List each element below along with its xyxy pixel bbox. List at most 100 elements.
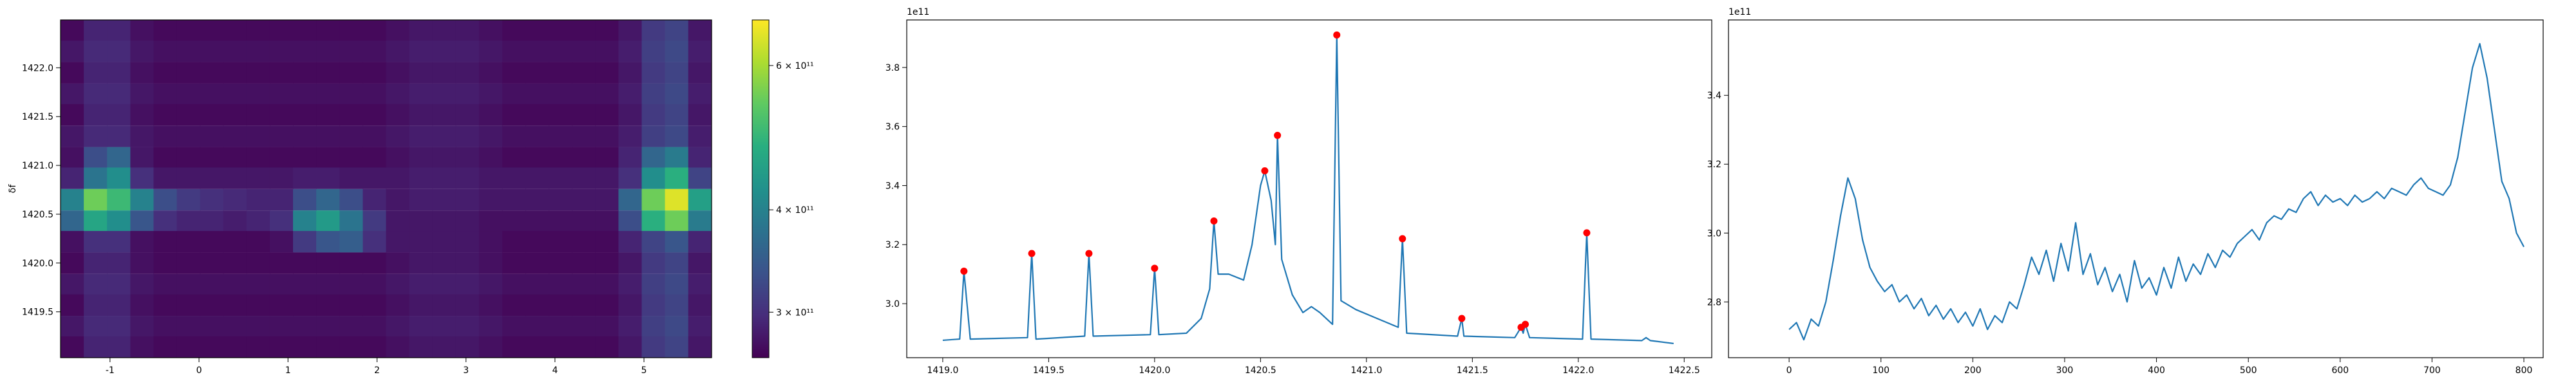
heatmap-cell bbox=[200, 273, 224, 296]
heatmap-cell bbox=[549, 20, 573, 42]
heatmap-cell bbox=[223, 188, 247, 211]
heatmap-cell bbox=[200, 188, 224, 211]
heatmap-cell bbox=[525, 252, 549, 274]
heatmap-cell bbox=[107, 294, 131, 317]
heatmap-cell bbox=[176, 231, 201, 253]
heatmap-cell bbox=[572, 41, 596, 62]
heatmap-cell bbox=[688, 231, 712, 253]
heatmap-cell bbox=[432, 125, 457, 147]
heatmap-cell bbox=[61, 210, 84, 232]
heatmap-cell bbox=[107, 336, 131, 358]
heatmap-cell bbox=[386, 125, 410, 147]
heatmap-cell bbox=[525, 62, 549, 84]
heatmap-cell bbox=[478, 125, 503, 147]
heatmap-cell bbox=[130, 125, 155, 147]
heatmap-cell bbox=[618, 83, 643, 106]
heatmap-cell bbox=[525, 294, 549, 317]
heatmap-cell bbox=[455, 125, 480, 147]
heatmap-cell bbox=[688, 210, 712, 232]
heatmap-cell bbox=[153, 83, 178, 106]
heatmap-cell bbox=[316, 294, 340, 317]
heatmap-cell bbox=[200, 41, 224, 62]
heatmap-cell bbox=[246, 188, 270, 211]
y-tick-label: 1420.5 bbox=[22, 210, 53, 220]
heatmap-cell bbox=[84, 316, 108, 338]
heatmap-cell bbox=[665, 294, 689, 317]
heatmap-cell bbox=[409, 231, 433, 253]
heatmap-cell bbox=[386, 188, 410, 211]
heatmap-cell bbox=[293, 125, 317, 147]
heatmap-cell bbox=[572, 147, 596, 169]
y-tick-label: 2.8 bbox=[1707, 297, 1721, 308]
heatmap-cell bbox=[478, 336, 503, 358]
heatmap-cell bbox=[595, 147, 620, 169]
heatmap-cell bbox=[176, 41, 201, 62]
heatmap-cell bbox=[641, 294, 666, 317]
x-tick-label: 3 bbox=[463, 365, 469, 376]
heatmap-cell bbox=[641, 273, 666, 296]
heatmap-cell bbox=[595, 188, 620, 211]
heatmap-cell bbox=[176, 336, 201, 358]
heatmap-cell bbox=[432, 83, 457, 106]
heatmap-cell bbox=[293, 188, 317, 211]
heatmap-cell bbox=[478, 41, 503, 62]
heatmap-cell bbox=[293, 336, 317, 358]
y-tick-label: 1421.0 bbox=[22, 161, 53, 171]
heatmap-cell bbox=[200, 336, 224, 358]
heatmap-cell bbox=[61, 252, 84, 274]
heatmap-cell bbox=[641, 20, 666, 42]
x-tick-label: 100 bbox=[1872, 365, 1889, 376]
heatmap-cell bbox=[363, 273, 387, 296]
heatmap-cell bbox=[200, 147, 224, 169]
heatmap-cell bbox=[269, 125, 294, 147]
heatmap-cell bbox=[386, 147, 410, 169]
heatmap-cell bbox=[549, 231, 573, 253]
heatmap-cell bbox=[455, 316, 480, 338]
offset-text: 1e11 bbox=[907, 7, 929, 17]
heatmap-cell bbox=[269, 83, 294, 106]
x-tick-label: 300 bbox=[2056, 365, 2074, 376]
heatmap-cell bbox=[246, 316, 270, 338]
heatmap-cell bbox=[293, 252, 317, 274]
heatmap-cell bbox=[269, 231, 294, 253]
heatmap-cell bbox=[269, 41, 294, 62]
heatmap-cell bbox=[246, 83, 270, 106]
x-tick-label: 800 bbox=[2515, 365, 2533, 376]
heatmap-cell bbox=[153, 104, 178, 126]
heatmap-cell bbox=[688, 167, 712, 189]
heatmap-cell bbox=[572, 273, 596, 296]
heatmap-cell bbox=[153, 210, 178, 232]
x-tick-label: 400 bbox=[2148, 365, 2165, 376]
colorbar bbox=[752, 19, 770, 358]
y-tick-label: 3.6 bbox=[886, 122, 900, 133]
heatmap-cell bbox=[363, 83, 387, 106]
heatmap-cell bbox=[549, 252, 573, 274]
heatmap-cell bbox=[363, 167, 387, 189]
heatmap-cell bbox=[688, 20, 712, 42]
heatmap-cell bbox=[269, 273, 294, 296]
heatmap-cell bbox=[363, 316, 387, 338]
heatmap-cell bbox=[339, 147, 363, 169]
heatmap-cell bbox=[386, 252, 410, 274]
heatmap-cell bbox=[363, 104, 387, 126]
colorbar-tick-label: 3 × 10¹¹ bbox=[776, 308, 814, 318]
heatmap-cell bbox=[409, 252, 433, 274]
heatmap-cell bbox=[107, 252, 131, 274]
heatmap-cell bbox=[61, 294, 84, 317]
line-series bbox=[1788, 42, 2525, 341]
heatmap-cell bbox=[665, 188, 689, 211]
heatmap-cell bbox=[269, 336, 294, 358]
heatmap-cell bbox=[246, 62, 270, 84]
heatmap-cell bbox=[153, 41, 178, 62]
heatmap-cell bbox=[293, 41, 317, 62]
heatmap-cell bbox=[432, 41, 457, 62]
heatmap-cell bbox=[339, 252, 363, 274]
heatmap-cell bbox=[339, 167, 363, 189]
heatmap-cell bbox=[223, 336, 247, 358]
heatmap-cell bbox=[363, 20, 387, 42]
heatmap-cell bbox=[478, 147, 503, 169]
heatmap-cell bbox=[130, 20, 155, 42]
heatmap-cell bbox=[200, 167, 224, 189]
heatmap-cell bbox=[84, 167, 108, 189]
heatmap-cell bbox=[153, 336, 178, 358]
